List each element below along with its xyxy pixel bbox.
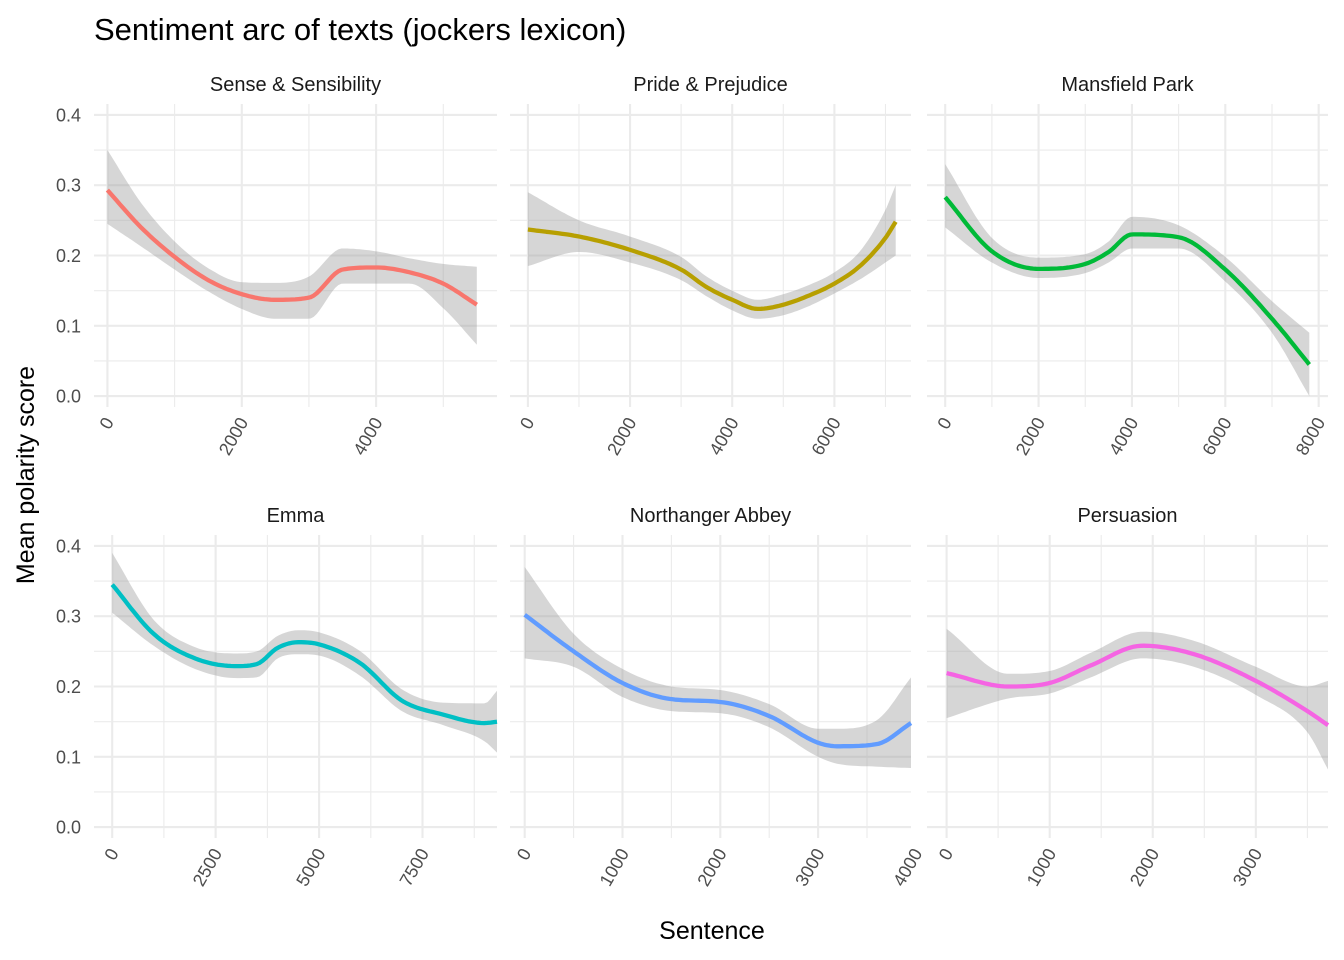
y-tick-label: 0.2	[56, 677, 81, 697]
x-tick-label: 0	[100, 845, 122, 864]
facet-panel: Pride & Prejudice 0 2000 4000 6000	[510, 74, 911, 459]
facet-strip-label: Emma	[267, 505, 326, 527]
x-tick-label: 4000	[1105, 414, 1142, 459]
facet-strip-label: Northanger Abbey	[630, 505, 791, 527]
confidence-band	[946, 628, 1328, 770]
facet-panel: Sense & Sensibility 0.0 0.1 0.2 0.3 0.4 0 2000 4…	[56, 74, 497, 459]
x-tick-label: 8000	[1292, 414, 1329, 459]
x-tick-label: 4000	[349, 414, 386, 459]
y-tick-label: 0.3	[56, 176, 81, 196]
x-tick-label: 1000	[596, 845, 633, 890]
trend-line	[523, 613, 913, 749]
facet-strip-label: Mansfield Park	[1061, 74, 1194, 96]
x-tick-label: 0	[96, 414, 118, 433]
x-tick-label: 3000	[791, 845, 828, 890]
chart-title: Sentiment arc of texts (jockers lexicon)	[94, 12, 626, 47]
x-tick-label: 4000	[705, 414, 742, 459]
x-tick-label: 2000	[1126, 845, 1163, 890]
trend-line	[110, 583, 498, 726]
x-tick-label: 2000	[603, 414, 640, 459]
trend-line	[105, 188, 478, 307]
y-tick-label: 0.0	[56, 387, 81, 407]
y-tick-label: 0.1	[56, 316, 81, 336]
facet-strip-label: Sense & Sensibility	[210, 74, 381, 96]
facet-panel: Emma 0.0 0.1 0.2 0.3 0.4 0 2500 5000 7500	[56, 505, 498, 890]
y-tick-label: 0.4	[56, 105, 81, 125]
trend-line	[527, 220, 898, 312]
facet-strip-label: Persuasion	[1077, 505, 1177, 527]
x-tick-label: 2500	[189, 845, 226, 890]
facet-panel: Mansfield Park 0 2000 4000 6000 8000	[927, 74, 1329, 459]
x-tick-label: 6000	[808, 414, 845, 459]
facet-panel: Persuasion 0 1000 2000 3000	[927, 505, 1330, 890]
trend-line	[946, 643, 1330, 727]
x-tick-label: 0	[933, 414, 955, 433]
x-tick-label: 2000	[693, 845, 730, 890]
facet-panels: Sense & Sensibility 0.0 0.1 0.2 0.3 0.4 0 2000 4…	[56, 74, 1330, 890]
x-tick-label: 6000	[1198, 414, 1235, 459]
y-tick-label: 0.2	[56, 246, 81, 266]
confidence-band	[112, 552, 497, 753]
confidence-band	[107, 150, 477, 345]
facet-panel: Northanger Abbey 0 1000 2000 3000 4000	[510, 505, 926, 890]
x-tick-label: 0	[516, 414, 538, 433]
x-tick-label: 2000	[215, 414, 252, 459]
x-tick-label: 7500	[396, 845, 433, 890]
x-tick-label: 1000	[1023, 845, 1060, 890]
y-tick-label: 0.4	[56, 536, 81, 556]
trend-line	[943, 195, 1311, 366]
x-tick-label: 4000	[889, 845, 926, 890]
x-tick-label: 3000	[1229, 845, 1266, 890]
x-axis-title: Sentence	[659, 917, 765, 945]
confidence-band	[524, 567, 911, 768]
x-tick-label: 0	[935, 845, 957, 864]
confidence-band	[527, 185, 896, 319]
x-tick-label: 5000	[292, 845, 329, 890]
y-axis-title: Mean polarity score	[12, 366, 40, 584]
x-tick-label: 2000	[1012, 414, 1049, 459]
y-tick-label: 0.0	[56, 818, 81, 838]
x-tick-label: 0	[513, 845, 535, 864]
facet-strip-label: Pride & Prejudice	[633, 74, 788, 96]
y-tick-label: 0.1	[56, 747, 81, 767]
y-tick-label: 0.3	[56, 607, 81, 627]
